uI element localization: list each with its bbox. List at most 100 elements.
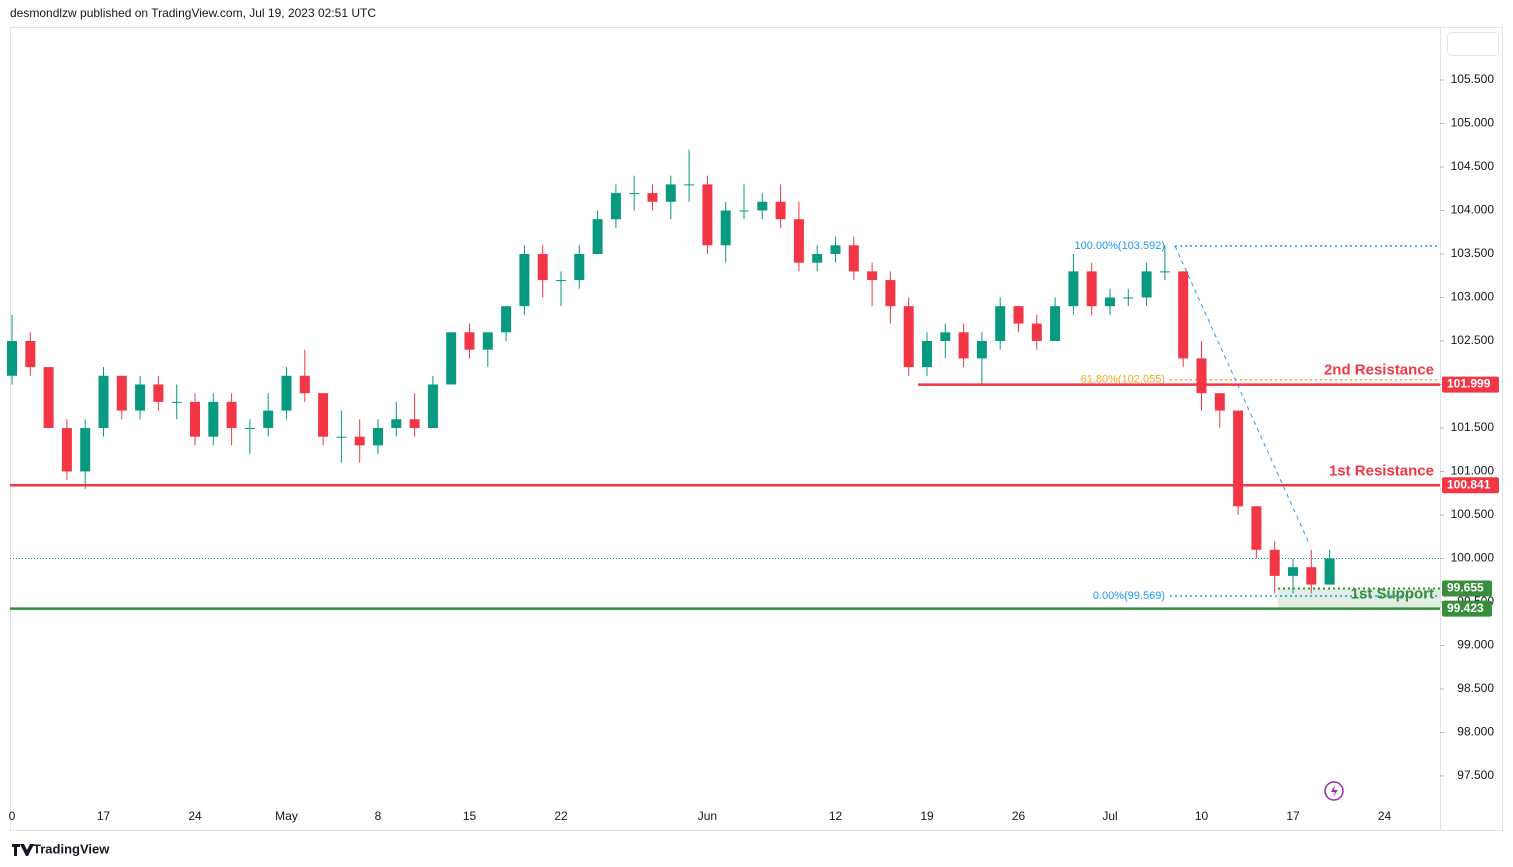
event-icon[interactable] [1324, 781, 1344, 801]
candle-body [116, 375, 127, 411]
candle-body [629, 193, 640, 195]
y-tick-label: 103.500 [1451, 246, 1495, 260]
fib-label: 61.80%(102.055) [1081, 374, 1165, 386]
fib-label: 0.00%(99.569) [1093, 590, 1165, 602]
candle-body [226, 401, 237, 428]
candle-body [1196, 358, 1207, 394]
y-tick-label: 98.500 [1457, 681, 1494, 695]
candle-body [775, 201, 786, 220]
trend-line [1174, 245, 1311, 546]
x-tick-label: 24 [188, 809, 202, 823]
brand-logo [12, 844, 34, 856]
candle-body [61, 427, 72, 472]
candle-body [519, 253, 530, 307]
level-label: 1st Resistance [1329, 462, 1434, 479]
candle-body [7, 340, 17, 376]
candle-body [848, 245, 859, 272]
y-tick-label: 103.000 [1451, 290, 1495, 304]
y-tick-label: 101.500 [1451, 420, 1495, 434]
header: desmondlzw published on TradingView.com,… [10, 6, 376, 20]
candle-body [25, 340, 36, 368]
candle-body [263, 410, 274, 428]
candle-body [702, 184, 713, 246]
candle-body [1288, 567, 1298, 576]
candle-body [244, 427, 255, 429]
candle-body [556, 280, 566, 282]
price-tag-label: 99.655 [1447, 581, 1484, 595]
candle-body [1214, 393, 1225, 411]
price-tag [1442, 580, 1492, 597]
candle-body [922, 340, 932, 368]
candle-body [1324, 558, 1335, 585]
x-tick-label: 17 [97, 809, 111, 823]
x-tick-label: May [275, 809, 298, 823]
candle-body [171, 401, 182, 403]
candle-body [80, 427, 91, 472]
candle-body [190, 401, 200, 437]
candle-body [574, 253, 585, 281]
candle-body [1269, 549, 1280, 576]
y-tick-label: 97.500 [1457, 768, 1494, 782]
candle-body [43, 367, 54, 428]
x-tick-label: 24 [1378, 809, 1392, 823]
candle-body [1105, 297, 1115, 307]
brand: TradingView [33, 841, 110, 856]
candle-body [1159, 271, 1170, 273]
candle-body [647, 193, 658, 202]
x-tick-label: 12 [829, 809, 843, 823]
candle-body [958, 332, 969, 359]
candle-body [153, 384, 164, 402]
candle-body [940, 332, 951, 341]
candle-body [98, 375, 109, 428]
price-tag [1442, 477, 1499, 494]
candle-body [867, 271, 878, 281]
y-tick-label: 105.000 [1451, 116, 1495, 130]
x-tick-label: 8 [375, 809, 382, 823]
candle-body [903, 306, 914, 368]
candle-body [684, 184, 695, 186]
level-label: 2nd Resistance [1324, 362, 1434, 379]
x-tick-label: 17 [1286, 809, 1300, 823]
candle-body [373, 427, 383, 446]
toolbar-button[interactable] [1447, 32, 1499, 56]
candle-body [1251, 506, 1262, 550]
candle-body [739, 210, 749, 212]
y-tick-label: 101.000 [1451, 464, 1495, 478]
candle-body [1068, 271, 1079, 307]
candle-body [885, 280, 896, 307]
event-icon-bolt [1331, 785, 1338, 797]
candle-body [501, 306, 512, 333]
frame [10, 27, 1503, 831]
candle-body [135, 384, 146, 411]
price-tag-label: 101.999 [1447, 377, 1491, 391]
candle-body [720, 210, 731, 246]
y-tick-label: 100.500 [1451, 507, 1495, 521]
price-tag [1442, 600, 1492, 617]
candle-body [281, 375, 292, 411]
x-tick-label: Jul [1102, 809, 1117, 823]
price-tag-label: 100.841 [1447, 477, 1491, 491]
candle-body [391, 419, 402, 428]
candle-body [610, 193, 621, 220]
candle-body [812, 253, 823, 263]
y-tick-label: 104.000 [1451, 203, 1495, 217]
candle-body [976, 340, 987, 359]
level-label: 1st Support [1351, 586, 1434, 603]
x-tick-label: Jun [698, 809, 717, 823]
candle-body [537, 253, 548, 281]
candle-body [427, 384, 438, 428]
x-tick-label: 19 [920, 809, 934, 823]
candle-body [793, 219, 804, 263]
candle-body [1141, 271, 1152, 298]
y-tick-label: 98.000 [1457, 725, 1494, 739]
candle-body [1123, 297, 1134, 299]
support-zone [1278, 588, 1440, 609]
candle-body [1178, 271, 1189, 359]
candle-body [757, 201, 768, 211]
x-tick-label: 15 [463, 809, 477, 823]
candle-body [1233, 410, 1244, 507]
price-tag [1442, 376, 1499, 393]
candle-body [354, 436, 365, 446]
candle-body [830, 245, 841, 254]
